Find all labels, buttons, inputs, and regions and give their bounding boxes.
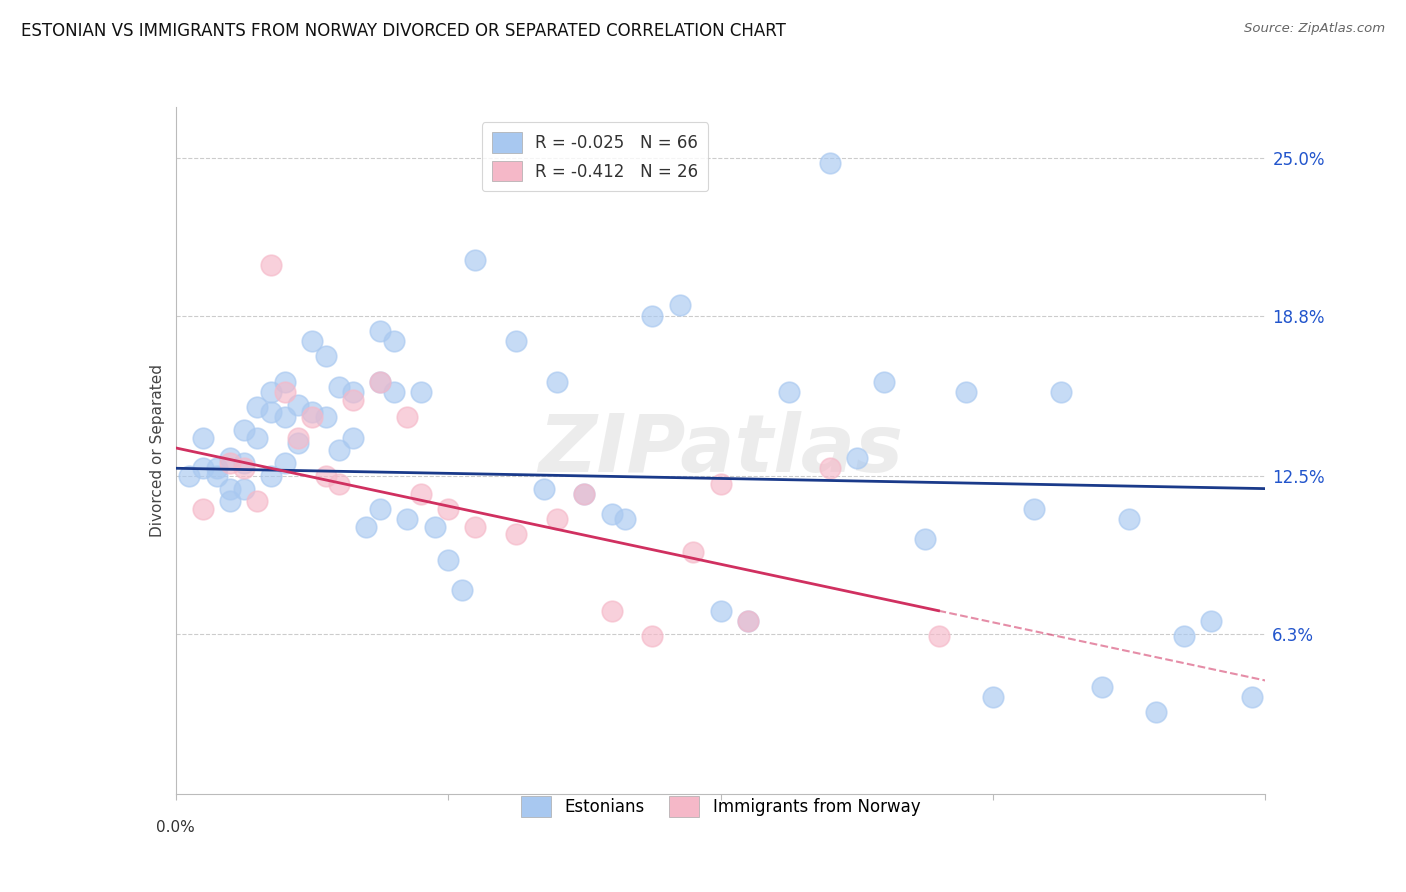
Point [287,431,309,445]
Point [981,690,1004,705]
Point [818,156,841,170]
Point [368,375,391,389]
Point [179,469,201,483]
Point [437,553,460,567]
Point [368,324,391,338]
Point [437,502,460,516]
Text: 0.0%: 0.0% [156,820,195,835]
Point [328,443,350,458]
Point [232,482,254,496]
Point [382,384,405,399]
Point [205,461,228,475]
Point [274,456,297,470]
Point [1022,502,1045,516]
Point [737,614,759,628]
Point [342,384,364,399]
Point [328,476,350,491]
Point [260,405,283,419]
Legend: Estonians, Immigrants from Norway: Estonians, Immigrants from Norway [515,789,927,823]
Point [409,486,432,500]
Point [246,401,269,415]
Point [191,461,214,475]
Point [356,520,378,534]
Point [928,629,950,643]
Point [191,502,214,516]
Point [1199,614,1222,628]
Point [600,507,623,521]
Point [260,384,283,399]
Point [342,392,364,407]
Point [710,604,733,618]
Point [668,298,690,312]
Point [546,512,568,526]
Point [232,456,254,470]
Point [315,349,337,363]
Point [409,384,432,399]
Point [301,405,323,419]
Point [737,614,759,628]
Point [914,533,936,547]
Point [600,604,623,618]
Point [219,451,242,466]
Point [1091,680,1114,694]
Point [778,384,800,399]
Point [710,476,733,491]
Point [845,451,868,466]
Point [818,461,841,475]
Point [191,431,214,445]
Point [641,629,664,643]
Y-axis label: Divorced or Separated: Divorced or Separated [149,364,165,537]
Point [1144,706,1167,720]
Point [287,398,309,412]
Point [368,502,391,516]
Point [219,456,242,470]
Point [1050,384,1073,399]
Point [464,520,486,534]
Point [450,583,472,598]
Point [232,423,254,437]
Point [315,410,337,425]
Point [260,258,283,272]
Point [423,520,446,534]
Point [287,435,309,450]
Point [1118,512,1140,526]
Point [246,431,269,445]
Point [1240,690,1263,705]
Point [396,512,419,526]
Point [315,469,337,483]
Point [301,410,323,425]
Point [328,380,350,394]
Point [301,334,323,348]
Point [464,252,486,267]
Point [682,545,704,559]
Point [505,527,527,541]
Point [368,375,391,389]
Point [205,469,228,483]
Point [274,384,297,399]
Point [219,494,242,508]
Point [574,486,596,500]
Point [274,410,297,425]
Point [505,334,527,348]
Point [873,375,896,389]
Point [1173,629,1195,643]
Point [260,469,283,483]
Text: ZIPatlas: ZIPatlas [538,411,903,490]
Point [614,512,637,526]
Point [641,309,664,323]
Point [246,494,269,508]
Point [232,461,254,475]
Text: ESTONIAN VS IMMIGRANTS FROM NORWAY DIVORCED OR SEPARATED CORRELATION CHART: ESTONIAN VS IMMIGRANTS FROM NORWAY DIVOR… [21,22,786,40]
Point [274,375,297,389]
Point [342,431,364,445]
Point [533,482,555,496]
Point [574,486,596,500]
Point [219,482,242,496]
Text: Source: ZipAtlas.com: Source: ZipAtlas.com [1244,22,1385,36]
Point [955,384,977,399]
Point [382,334,405,348]
Point [546,375,568,389]
Point [396,410,419,425]
